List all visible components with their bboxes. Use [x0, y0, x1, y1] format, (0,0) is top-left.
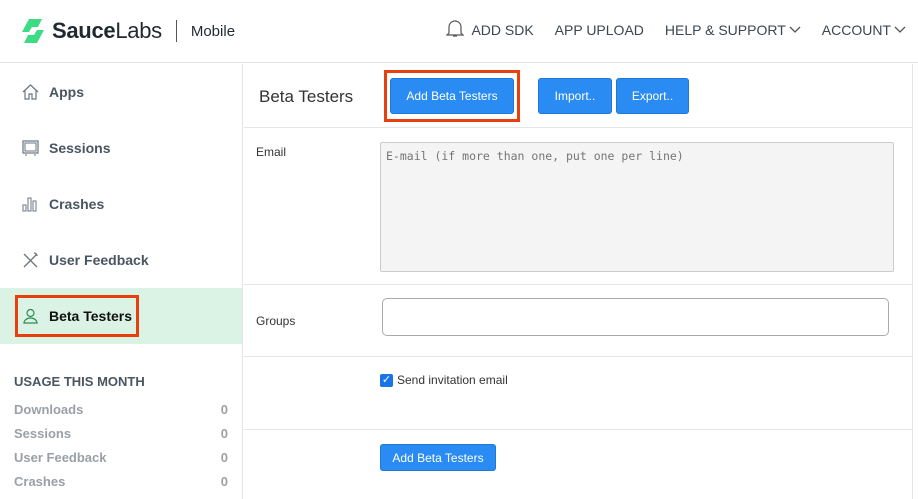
- send-invitation-checkbox[interactable]: ✓ Send invitation email: [380, 373, 508, 387]
- sidebar-item-label: User Feedback: [49, 252, 149, 268]
- import-button[interactable]: Import..: [538, 78, 612, 114]
- bell-icon[interactable]: [446, 18, 464, 38]
- home-icon: [22, 84, 39, 100]
- nav-help-support[interactable]: HELP & SUPPORT: [665, 22, 801, 38]
- nav-label: HELP & SUPPORT: [664, 22, 786, 38]
- usage-label: User Feedback: [14, 449, 107, 465]
- sidebar-item-user-feedback[interactable]: User Feedback: [0, 232, 242, 288]
- email-textarea[interactable]: [380, 142, 894, 272]
- top-bar: SauceLabs Mobile ADD SDK APP UPLOAD HELP…: [0, 0, 918, 63]
- divider: [175, 20, 177, 42]
- checkbox-checked-icon: ✓: [380, 373, 393, 387]
- usage-value: 0: [220, 473, 228, 489]
- nav-account[interactable]: ACCOUNT: [822, 22, 906, 38]
- tools-icon: [23, 252, 38, 268]
- saucelabs-logo-icon: [22, 19, 44, 43]
- chevron-down-icon: [894, 26, 906, 33]
- add-beta-testers-button[interactable]: Add Beta Testers: [390, 78, 514, 114]
- nav-label: ADD SDK: [471, 22, 534, 38]
- user-icon: [23, 308, 38, 324]
- usage-row: Sessions 0: [14, 421, 228, 445]
- highlight-box: [384, 70, 520, 122]
- top-nav: ADD SDK APP UPLOAD HELP & SUPPORT ACCOUN…: [450, 22, 906, 38]
- page-title: Beta Testers: [259, 87, 354, 106]
- usage-row: User Feedback 0: [14, 445, 228, 469]
- export-button[interactable]: Export..: [616, 78, 689, 114]
- usage-value: 0: [220, 449, 228, 465]
- sidebar-item-label: Beta Testers: [49, 308, 133, 324]
- usage-section: USAGE THIS MONTH Downloads 0 Sessions 0 Us…: [0, 374, 242, 493]
- groups-label: Groups: [256, 314, 296, 328]
- usage-label: Downloads: [14, 401, 84, 417]
- bar-chart-icon: [22, 197, 37, 212]
- usage-row: Crashes 0: [14, 469, 228, 493]
- sidebar-item-label: Sessions: [49, 140, 111, 156]
- groups-row: Groups: [244, 285, 912, 357]
- brand-name: SauceLabs: [52, 18, 162, 43]
- sidebar-item-label: Apps: [49, 84, 84, 100]
- sidebar-item-label: Crashes: [49, 196, 105, 212]
- logo[interactable]: SauceLabs Mobile: [20, 18, 235, 44]
- sidebar-item-beta-testers[interactable]: Beta Testers: [0, 288, 242, 344]
- nav-add-sdk[interactable]: ADD SDK: [471, 22, 533, 38]
- usage-label: Crashes: [14, 473, 66, 489]
- panel-header: Beta Testers Add Beta Testers Import.. E…: [244, 64, 912, 128]
- usage-row: Downloads 0: [14, 397, 228, 421]
- sidebar-item-crashes[interactable]: Crashes: [0, 176, 242, 232]
- sidebar-item-apps[interactable]: Apps: [0, 64, 242, 120]
- nav-label: ACCOUNT: [821, 22, 891, 38]
- usage-value: 0: [220, 401, 228, 417]
- groups-input[interactable]: [382, 298, 889, 336]
- sessions-icon: [22, 140, 39, 156]
- invite-row: ✓ Send invitation email: [244, 357, 912, 430]
- usage-label: Sessions: [14, 425, 72, 441]
- highlight-box: [15, 295, 139, 337]
- nav-app-upload[interactable]: APP UPLOAD: [555, 22, 644, 38]
- email-row: Email: [244, 128, 912, 285]
- product-name: Mobile: [190, 22, 236, 40]
- sidebar: Apps Sessions Crashes User Feedback Beta…: [0, 64, 243, 499]
- nav-label: APP UPLOAD: [554, 22, 644, 38]
- usage-value: 0: [220, 425, 228, 441]
- submit-add-beta-testers-button[interactable]: Add Beta Testers: [380, 444, 496, 471]
- chevron-down-icon: [789, 26, 801, 33]
- usage-title: USAGE THIS MONTH: [14, 374, 145, 389]
- sidebar-item-sessions[interactable]: Sessions: [0, 120, 242, 176]
- email-label: Email: [256, 145, 287, 159]
- checkbox-label: Send invitation email: [397, 373, 508, 387]
- main-panel: Beta Testers Add Beta Testers Import.. E…: [244, 64, 913, 499]
